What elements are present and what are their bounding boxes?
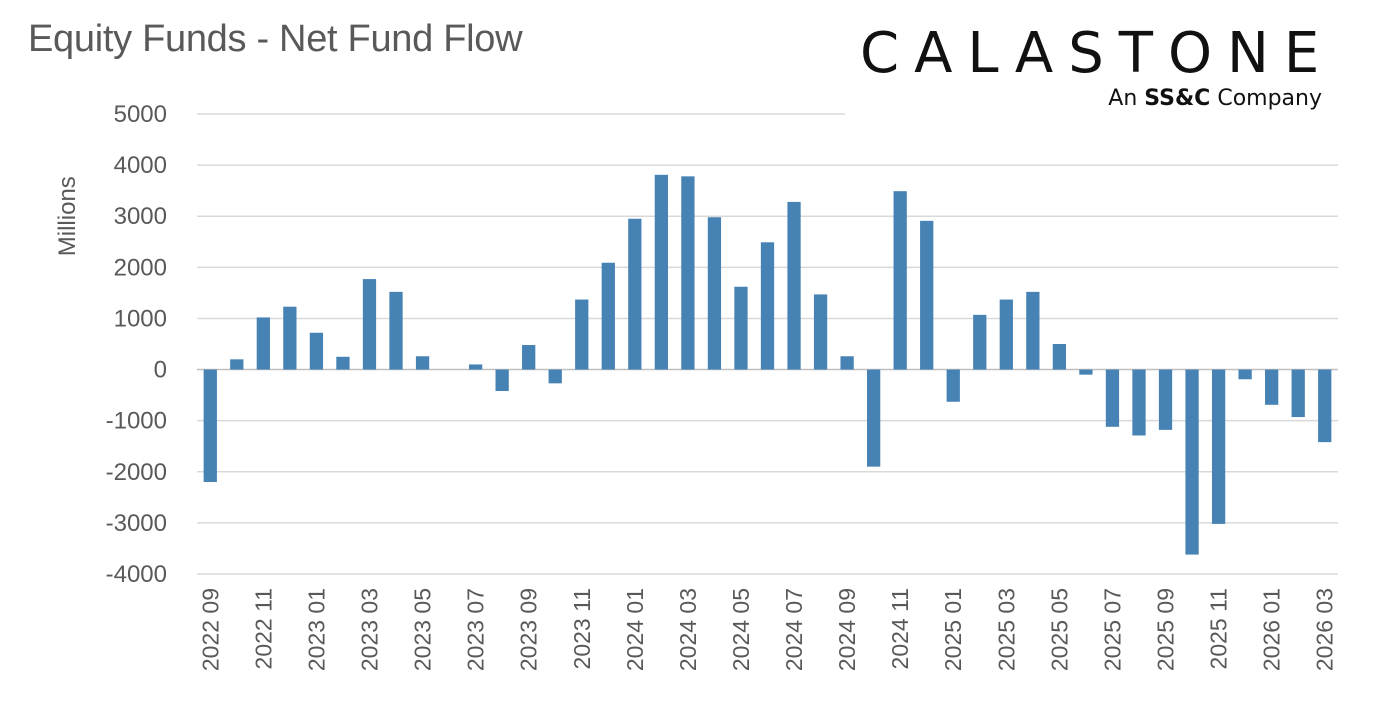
- bar-2025-10: [1185, 369, 1199, 555]
- bar-2024-03: [681, 176, 695, 370]
- x-tick-label: 2024 03: [675, 588, 701, 671]
- x-tick-label: 2025 09: [1153, 588, 1179, 671]
- bar-2023-11: [575, 299, 589, 370]
- x-axis-ticks: 2022 09 2022 11 2023 01 2023 03 2023 05 2023 …: [197, 588, 1337, 671]
- y-tick-label: 2000: [114, 254, 167, 281]
- bar-2025-08: [1132, 369, 1146, 436]
- x-tick-label: 2024 11: [887, 588, 913, 669]
- bar-2025-05: [1052, 344, 1067, 370]
- y-tick-label: -1000: [106, 408, 167, 435]
- bar-2024-09: [840, 356, 854, 370]
- x-tick-label: 2023 01: [303, 588, 329, 671]
- bar-2023-02: [336, 356, 350, 370]
- bar-2024-01: [628, 218, 642, 370]
- bar-2025-04: [1026, 291, 1040, 370]
- bar-2023-04: [389, 291, 403, 370]
- x-tick-label: 2022 09: [197, 588, 223, 671]
- bar-2022-12: [283, 306, 297, 370]
- y-axis-label: Millions: [54, 176, 81, 256]
- bar-2024-06: [760, 242, 775, 370]
- y-tick-label: 5000: [114, 101, 167, 128]
- logo-tagline: An SS&C Company: [1108, 86, 1322, 111]
- bar-2024-04: [707, 217, 722, 370]
- bar-2026-01: [1265, 369, 1279, 405]
- x-tick-label: 2026 03: [1312, 588, 1338, 671]
- bar-2025-01: [946, 369, 960, 402]
- x-tick-label: 2023 05: [410, 588, 436, 671]
- x-tick-label: 2024 01: [622, 588, 648, 671]
- bar-2022-10: [230, 359, 244, 370]
- bar-2023-10: [548, 369, 562, 384]
- y-tick-label: -2000: [106, 459, 167, 486]
- bar-2023-08: [495, 369, 509, 392]
- bar-2022-11: [256, 317, 270, 370]
- bar-2024-05: [734, 286, 748, 370]
- bar-2025-11: [1211, 369, 1226, 524]
- bar-2025-06: [1079, 369, 1093, 375]
- bar-2024-12: [920, 220, 934, 370]
- y-tick-label: 0: [154, 357, 167, 384]
- bar-2024-11: [893, 191, 907, 370]
- bar-2023-05: [415, 356, 430, 370]
- x-tick-label: 2023 11: [569, 588, 595, 669]
- x-tick-label: 2026 01: [1259, 588, 1285, 671]
- bar-2024-07: [787, 201, 801, 370]
- calastone-logo: CALASTONE An SS&C Company: [860, 22, 1330, 112]
- x-tick-label: 2023 03: [356, 588, 382, 671]
- y-tick-label: -3000: [106, 510, 167, 537]
- bar-2023-12: [601, 262, 615, 370]
- bar-2025-03: [999, 299, 1013, 370]
- x-tick-label: 2025 01: [940, 588, 966, 671]
- chart-title: Equity Funds - Net Fund Flow: [28, 18, 523, 60]
- gridlines: [197, 113, 1338, 575]
- bar-2026-02: [1291, 369, 1305, 418]
- x-tick-label: 2024 07: [781, 588, 807, 671]
- logo-wordmark: CALASTONE: [860, 21, 1335, 86]
- bar-2024-10: [867, 369, 881, 467]
- y-tick-label: 4000: [114, 152, 167, 179]
- bars: [203, 174, 1332, 555]
- y-axis-ticks: 5000 4000 3000 2000 1000 0 -1000 -2000 -3000 -400…: [106, 101, 167, 588]
- bar-2026-03: [1318, 369, 1332, 443]
- bar-2022-09: [203, 369, 217, 482]
- x-tick-label: 2023 09: [516, 588, 542, 671]
- y-tick-label: 1000: [114, 305, 167, 332]
- bar-2023-01: [309, 332, 324, 370]
- x-tick-label: 2025 05: [1046, 588, 1072, 671]
- y-tick-label: 3000: [114, 203, 167, 230]
- bar-2023-09: [522, 345, 536, 370]
- bar-2023-03: [362, 279, 377, 370]
- bar-2025-07: [1105, 369, 1120, 427]
- x-tick-label: 2025 07: [1099, 588, 1125, 671]
- x-tick-label: 2022 11: [250, 588, 276, 669]
- x-tick-label: 2025 03: [993, 588, 1019, 671]
- bar-2025-09: [1158, 369, 1173, 430]
- x-tick-label: 2023 07: [463, 588, 489, 671]
- x-tick-label: 2024 09: [834, 588, 860, 671]
- bar-2025-12: [1238, 369, 1252, 380]
- y-tick-label: -4000: [106, 561, 167, 588]
- x-tick-label: 2025 11: [1206, 588, 1232, 669]
- bar-2024-02: [654, 174, 668, 370]
- bar-2025-02: [973, 314, 987, 370]
- bar-2023-07: [468, 364, 483, 370]
- bar-2024-08: [813, 294, 828, 370]
- x-tick-label: 2024 05: [728, 588, 754, 671]
